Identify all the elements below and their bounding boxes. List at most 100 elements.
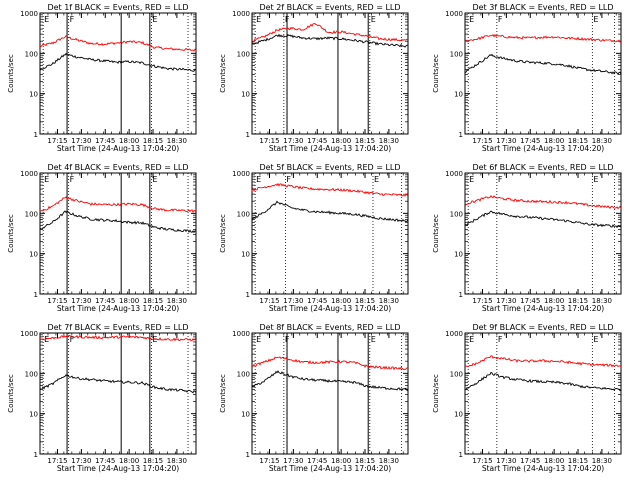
marker-label: E [374, 175, 379, 184]
x-tick-label: 17:45 [95, 297, 115, 305]
x-tick-label: 17:45 [95, 137, 115, 145]
x-axis-label: Start Time (24-Aug-13 17:04:20) [482, 144, 604, 153]
x-tick-label: 18:30 [379, 137, 399, 145]
chart-panel-9: Det 9f BLACK = Events, RED = LLD 1 10 100 10… [432, 323, 622, 473]
y-axis-label: Counts/sec [432, 54, 440, 93]
y-tick-label: 10 [454, 91, 463, 99]
marker-label: F [70, 15, 75, 24]
plot-frame [251, 332, 409, 455]
x-tick-label: 18:15 [355, 297, 375, 305]
series-black-line [39, 374, 197, 394]
marker-label: F [285, 15, 290, 24]
chart-panel-6: Det 6f BLACK = Events, RED = LLD 1 10 100 10… [432, 163, 622, 313]
y-tick-label: 1 [34, 131, 38, 139]
x-tick-label: 17:15 [259, 457, 279, 465]
marker-label: E [371, 335, 376, 344]
marker-label: F [70, 335, 75, 344]
plot-frame [39, 12, 197, 135]
x-tick-label: 18:15 [568, 137, 588, 145]
marker-label: F [498, 15, 503, 24]
x-tick-label: 18:00 [544, 457, 564, 465]
y-tick-label: 100 [25, 210, 38, 218]
y-tick-label: 1 [246, 291, 250, 299]
series-red-line [464, 355, 622, 368]
series-black-line [464, 53, 622, 76]
x-tick-label: 17:30 [496, 297, 516, 305]
series-black-line [251, 200, 409, 223]
plot-frame [39, 172, 197, 295]
series-red-line [39, 196, 197, 213]
marker-label: E [593, 15, 598, 24]
y-axis-label: Counts/sec [7, 54, 15, 93]
marker-label: E [44, 175, 49, 184]
y-tick-label: 1 [246, 451, 250, 459]
marker-label: F [285, 335, 290, 344]
chart-title: Det 5f BLACK = Events, RED = LLD [259, 163, 400, 172]
y-tick-label: 1000 [445, 170, 463, 178]
y-tick-label: 1000 [232, 170, 250, 178]
series-red-line [464, 33, 622, 43]
x-tick-label: 18:15 [143, 457, 163, 465]
chart-title: Det 4f BLACK = Events, RED = LLD [47, 163, 188, 172]
y-axis-label: Counts/sec [7, 374, 15, 413]
y-tick-label: 100 [237, 210, 250, 218]
marker-label: E [44, 335, 49, 344]
series-red-line [251, 356, 409, 371]
chart-panel-2: Det 2f BLACK = Events, RED = LLD 1 10 100 10… [219, 3, 409, 153]
x-tick-label: 18:30 [379, 457, 399, 465]
plot-frame [251, 12, 409, 135]
y-axis-label: Counts/sec [432, 214, 440, 253]
y-tick-label: 100 [237, 50, 250, 58]
x-axis-label: Start Time (24-Aug-13 17:04:20) [57, 464, 179, 473]
x-tick-label: 17:30 [71, 297, 91, 305]
x-tick-label: 17:45 [307, 297, 327, 305]
chart-panel-3: Det 3f BLACK = Events, RED = LLD 1 10 100 10… [432, 3, 622, 153]
x-tick-label: 17:45 [520, 297, 540, 305]
y-tick-label: 10 [241, 251, 250, 259]
x-tick-label: 18:30 [592, 137, 612, 145]
y-tick-label: 1000 [20, 330, 38, 338]
marker-label: E [44, 15, 49, 24]
x-tick-label: 17:45 [95, 457, 115, 465]
chart-title: Det 3f BLACK = Events, RED = LLD [472, 3, 613, 12]
chart-title: Det 2f BLACK = Events, RED = LLD [259, 3, 400, 12]
x-tick-label: 17:15 [47, 137, 67, 145]
y-tick-label: 1000 [445, 10, 463, 18]
y-tick-label: 100 [450, 210, 463, 218]
x-axis-label: Start Time (24-Aug-13 17:04:20) [269, 304, 391, 313]
marker-label: E [152, 175, 157, 184]
x-tick-label: 18:00 [331, 137, 351, 145]
x-tick-label: 18:30 [167, 297, 187, 305]
x-axis-label: Start Time (24-Aug-13 17:04:20) [269, 464, 391, 473]
series-red-line [39, 35, 197, 52]
x-tick-label: 18:00 [119, 297, 139, 305]
y-axis-label: Counts/sec [219, 54, 227, 93]
chart-title: Det 7f BLACK = Events, RED = LLD [47, 323, 188, 332]
x-tick-label: 17:30 [283, 137, 303, 145]
x-tick-label: 17:45 [520, 457, 540, 465]
series-red-line [251, 182, 409, 197]
y-tick-label: 10 [241, 411, 250, 419]
x-axis-label: Start Time (24-Aug-13 17:04:20) [269, 144, 391, 153]
plot-frame [251, 172, 409, 295]
chart-panel-4: Det 4f BLACK = Events, RED = LLD 1 10 100 10… [7, 163, 197, 313]
x-tick-label: 18:30 [167, 457, 187, 465]
marker-label: E [371, 15, 376, 24]
series-black-line [464, 371, 622, 392]
x-tick-label: 17:15 [472, 457, 492, 465]
x-tick-label: 18:00 [331, 457, 351, 465]
y-tick-label: 1 [246, 131, 250, 139]
marker-label: E [593, 335, 598, 344]
y-tick-label: 100 [237, 370, 250, 378]
x-tick-label: 17:30 [71, 137, 91, 145]
y-tick-label: 1000 [445, 330, 463, 338]
x-tick-label: 18:00 [544, 137, 564, 145]
plot-frame [464, 332, 622, 455]
y-tick-label: 10 [454, 251, 463, 259]
plot-frame [39, 332, 197, 455]
y-axis-label: Counts/sec [432, 374, 440, 413]
x-tick-label: 17:30 [283, 457, 303, 465]
x-tick-label: 18:15 [355, 137, 375, 145]
marker-label: E [256, 335, 261, 344]
y-tick-label: 10 [454, 411, 463, 419]
